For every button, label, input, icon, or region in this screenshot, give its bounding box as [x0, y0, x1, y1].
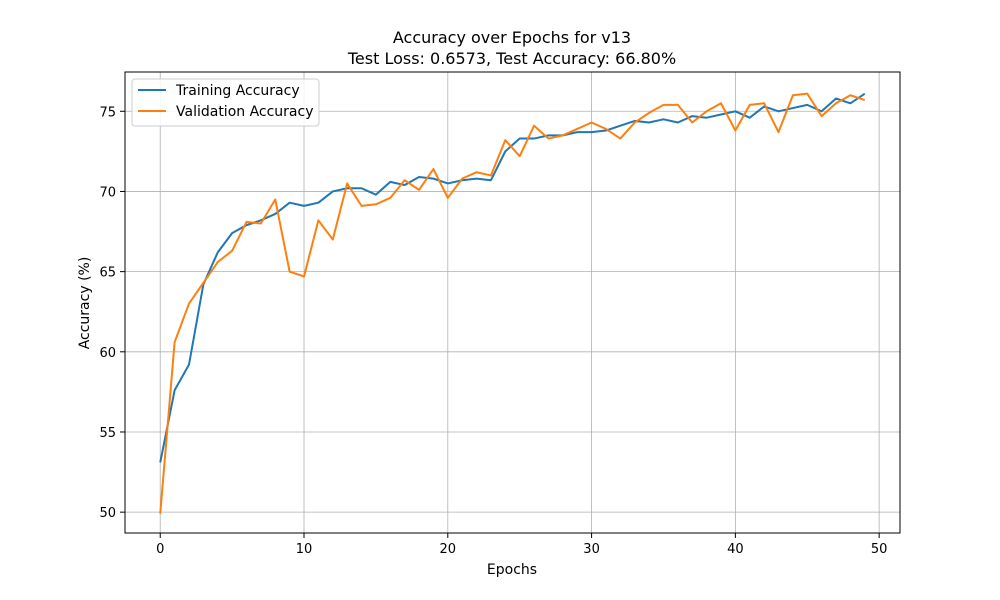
- legend-label-training: Training Accuracy: [175, 83, 300, 99]
- legend: Training Accuracy Validation Accuracy: [131, 78, 320, 127]
- x-tick-label: 0: [156, 542, 164, 557]
- y-axis-label: Accuracy (%): [77, 257, 93, 350]
- y-tick-label: 65: [99, 266, 116, 281]
- y-tick-label: 55: [99, 426, 116, 441]
- plot-lines: [159, 92, 866, 514]
- x-tick-label: 50: [871, 542, 888, 557]
- plot-frame: [124, 71, 901, 534]
- y-tick-label: 60: [99, 346, 116, 361]
- chart-title-line2: Test Loss: 0.6573, Test Accuracy: 66.80%: [347, 49, 676, 68]
- chart-title-line1: Accuracy over Epochs for v13: [393, 28, 631, 47]
- legend-label-validation: Validation Accuracy: [176, 104, 314, 120]
- y-tick-label: 70: [99, 185, 116, 200]
- x-tick-label: 40: [727, 542, 744, 557]
- grid: [125, 72, 900, 533]
- x-axis-label: Epochs: [487, 562, 537, 578]
- y-tick-label: 75: [99, 105, 116, 120]
- validation-accuracy-line: [159, 92, 866, 514]
- x-tick-label: 20: [440, 542, 457, 557]
- y-tick-label: 50: [99, 506, 116, 521]
- legend-box: [131, 78, 320, 127]
- axis-ticks: 0 10 20 30 40 50 50 55 60 65 70 75: [99, 105, 887, 557]
- x-tick-label: 30: [583, 542, 600, 557]
- x-tick-label: 10: [296, 542, 313, 557]
